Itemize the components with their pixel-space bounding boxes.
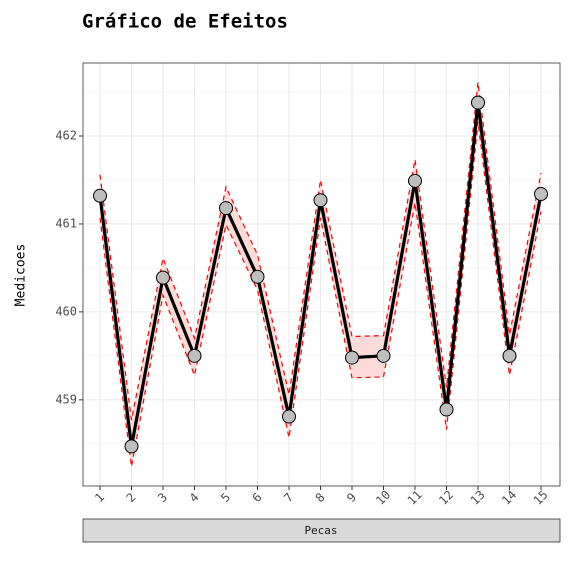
chart-title: Gráfico de Efeitos xyxy=(82,11,288,33)
point xyxy=(250,269,265,284)
x-axis-label: Pecas xyxy=(304,524,337,537)
band-line xyxy=(99,82,542,421)
point xyxy=(156,270,170,285)
point xyxy=(376,348,391,363)
point xyxy=(439,402,454,417)
y-tick-label: 462 xyxy=(55,128,77,142)
point xyxy=(124,439,139,454)
point xyxy=(219,201,233,216)
panel-border xyxy=(82,62,561,487)
y-tick-label: 460 xyxy=(55,304,77,318)
point xyxy=(282,409,296,424)
y-tick-label: 461 xyxy=(55,216,77,230)
y-tick-label: 459 xyxy=(55,392,77,406)
point xyxy=(471,95,485,110)
y-axis-label: Medicoes xyxy=(14,244,29,307)
point xyxy=(534,187,548,202)
band-line xyxy=(99,121,542,467)
point xyxy=(408,173,422,188)
point xyxy=(502,348,517,363)
point xyxy=(313,193,328,208)
point xyxy=(345,350,359,365)
point xyxy=(187,348,202,363)
strip xyxy=(82,518,561,543)
point xyxy=(93,188,107,203)
